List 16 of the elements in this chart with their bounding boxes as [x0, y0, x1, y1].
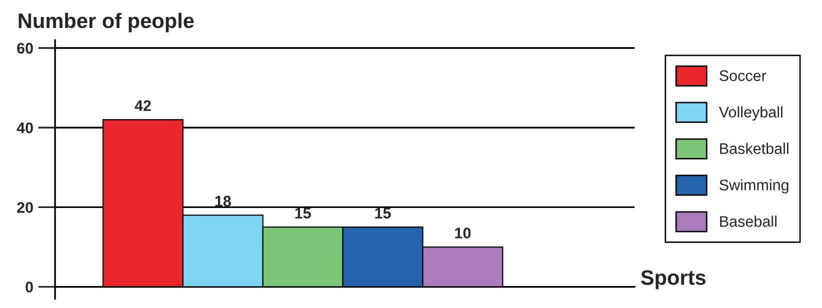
- legend-label: Soccer: [720, 70, 766, 82]
- legend-label: Basketball: [720, 142, 788, 154]
- data-label: 10: [455, 228, 471, 238]
- y-tick-label: 0: [26, 282, 33, 293]
- legend-label: Volleyball: [718, 106, 782, 121]
- y-tick-label: 60: [17, 42, 33, 54]
- y-tick-label: 40: [16, 122, 33, 134]
- y-axis-title: Number of people: [18, 12, 194, 32]
- data-label: 18: [215, 196, 231, 207]
- data-label: 15: [295, 208, 311, 219]
- data-label: 15: [375, 208, 391, 219]
- y-tick-label: 20: [17, 202, 33, 213]
- data-label: 42: [134, 100, 151, 111]
- legend-label: Baseball: [720, 216, 776, 227]
- legend-label: Swimming: [720, 179, 788, 194]
- text: Sports: [640, 270, 706, 290]
